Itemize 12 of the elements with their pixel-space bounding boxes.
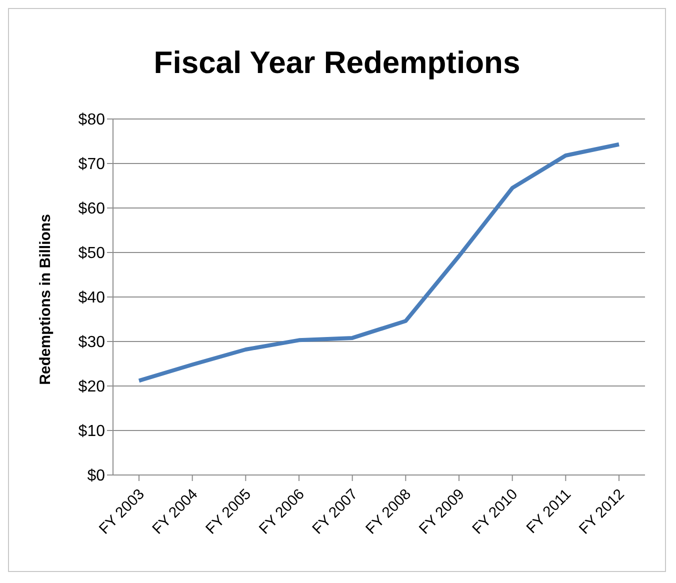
y-tick-label: $50 (78, 245, 106, 262)
y-tick-label: $20 (78, 378, 106, 396)
y-tick-label: $30 (78, 334, 106, 352)
y-tick-label: $70 (78, 156, 106, 174)
y-tick-label: $40 (78, 290, 106, 307)
line-series (137, 142, 621, 383)
y-axis-title: Redemptions in Billions (36, 214, 54, 384)
chart-title: Fiscal Year Redemptions (152, 44, 522, 82)
y-tick-label: $0 (87, 468, 106, 485)
y-tick-label: $60 (78, 200, 106, 218)
y-tick-label: $10 (78, 423, 106, 440)
y-tick-label: $80 (78, 112, 106, 129)
